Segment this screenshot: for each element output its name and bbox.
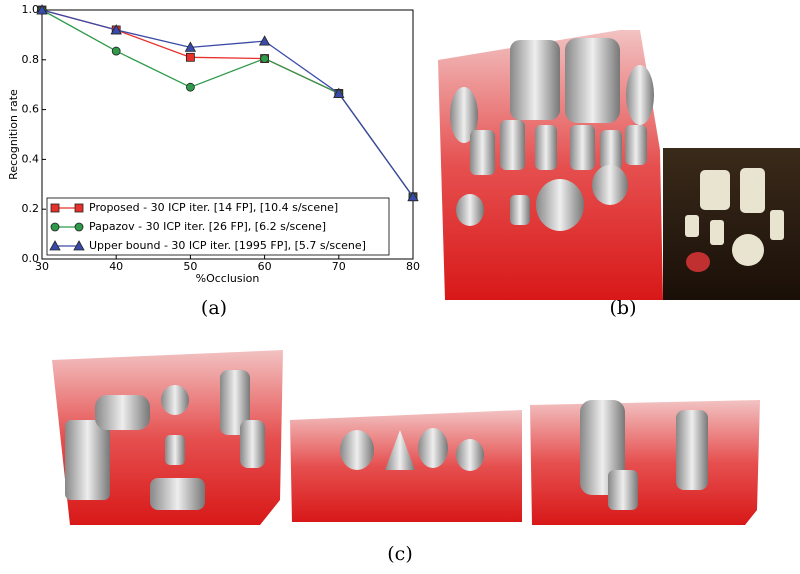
x-tick-label: 50 bbox=[183, 260, 197, 273]
marker bbox=[260, 54, 270, 63]
x-tick-label: 70 bbox=[332, 260, 346, 273]
x-tick-label: 30 bbox=[35, 260, 49, 273]
x-tick-label: 60 bbox=[258, 260, 272, 273]
caption: (b) bbox=[610, 297, 637, 319]
chart: 0.0 0.2 0.4 0.6 0.8 1.0 30 40 50 60 70 80 %Occlusion… bbox=[7, 3, 420, 285]
marker bbox=[258, 35, 271, 46]
marker bbox=[50, 203, 60, 213]
y-tick-label: 0.2 bbox=[22, 202, 40, 215]
legend-label: Papazov - 30 ICP iter. [26 FP], [6.2 s/s… bbox=[89, 220, 326, 233]
marker bbox=[185, 82, 195, 92]
marker bbox=[74, 222, 84, 232]
marker bbox=[185, 52, 195, 62]
y-axis-label: Recognition rate bbox=[7, 89, 20, 180]
marker bbox=[333, 87, 345, 98]
marker bbox=[73, 240, 85, 251]
y-tick-label: 0.6 bbox=[22, 103, 40, 116]
caption: (c) bbox=[387, 543, 412, 565]
marker bbox=[36, 4, 48, 15]
y-tick-label: 0.8 bbox=[22, 53, 40, 66]
marker bbox=[74, 203, 84, 213]
y-tick-label: 1.0 bbox=[22, 3, 40, 16]
marker bbox=[50, 222, 60, 232]
y-tick-label: 0.4 bbox=[22, 152, 40, 165]
marker bbox=[407, 190, 419, 202]
marker bbox=[184, 41, 197, 52]
marker bbox=[110, 24, 122, 35]
legend-box bbox=[46, 197, 390, 256]
scene-image-b bbox=[438, 30, 800, 300]
caption: (a) bbox=[201, 297, 227, 319]
x-tick-label: 40 bbox=[109, 260, 123, 273]
legend-label: Proposed - 30 ICP iter. [14 FP], [10.4 s… bbox=[89, 201, 338, 214]
x-axis-label: %Occlusion bbox=[196, 272, 260, 285]
legend-label: Upper bound - 30 ICP iter. [1995 FP], [5… bbox=[89, 239, 366, 252]
y-tick-label: 0.0 bbox=[22, 252, 40, 265]
scene-images-c bbox=[52, 350, 760, 525]
marker bbox=[49, 240, 61, 251]
series-line bbox=[41, 9, 414, 198]
x-tick-label: 80 bbox=[406, 260, 420, 273]
marker bbox=[111, 46, 121, 56]
